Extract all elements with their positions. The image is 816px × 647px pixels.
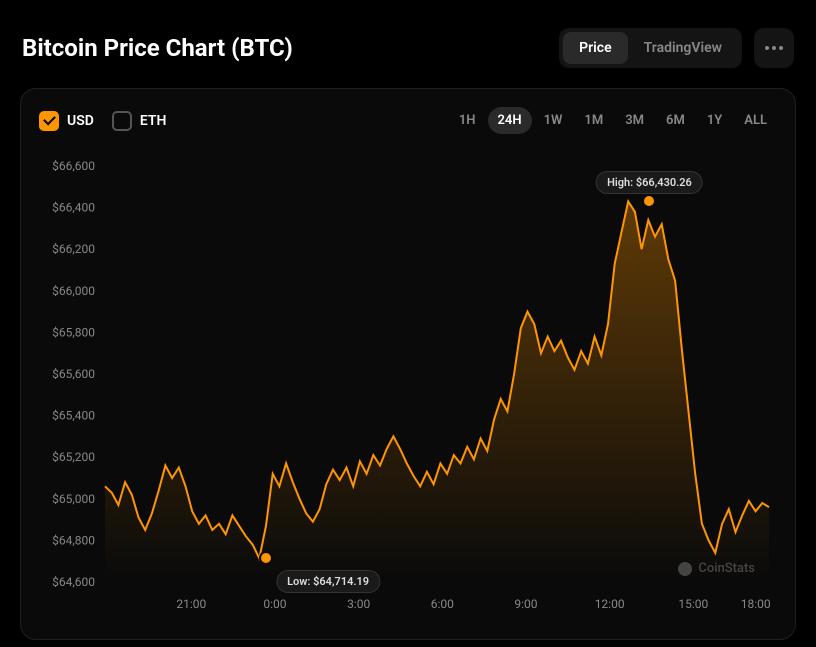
svg-text:$66,200: $66,200 [52,242,95,256]
high-marker-icon [644,196,654,206]
range-24h[interactable]: 24H [488,107,532,134]
tab-price[interactable]: Price [563,32,628,64]
view-tabs: Price TradingView [559,28,742,68]
svg-text:$65,400: $65,400 [52,409,95,423]
svg-text:9:00: 9:00 [514,597,537,611]
range-1w[interactable]: 1W [534,107,573,134]
svg-text:$65,000: $65,000 [52,492,95,506]
coinstats-icon [678,562,692,576]
tab-tradingview[interactable]: TradingView [628,32,738,64]
time-range-group: 1H24H1W1M3M6M1YALL [449,107,777,134]
dots-icon [765,46,769,50]
range-all[interactable]: ALL [734,107,777,134]
watermark: CoinStats [678,561,755,576]
checkbox-icon [39,111,59,131]
page-title: Bitcoin Price Chart (BTC) [22,34,293,62]
svg-text:21:00: 21:00 [176,597,206,611]
high-tooltip: High: $66,430.26 [596,171,703,194]
low-marker-icon [261,553,271,563]
range-3m[interactable]: 3M [615,107,654,134]
svg-text:15:00: 15:00 [678,597,708,611]
more-button[interactable] [754,28,794,68]
svg-text:18:00: 18:00 [741,597,771,611]
svg-text:$65,200: $65,200 [52,450,95,464]
svg-text:6:00: 6:00 [431,597,454,611]
range-1h[interactable]: 1H [449,107,486,134]
currency-usd-checkbox[interactable]: USD [39,111,94,131]
svg-text:$66,000: $66,000 [52,284,95,298]
range-1m[interactable]: 1M [574,107,613,134]
svg-text:$64,800: $64,800 [52,533,95,547]
svg-text:0:00: 0:00 [263,597,286,611]
currency-eth-checkbox[interactable]: ETH [112,111,167,131]
svg-text:$66,600: $66,600 [52,159,95,173]
low-tooltip: Low: $64,714.19 [276,570,380,593]
range-1y[interactable]: 1Y [697,107,732,134]
price-line-chart: $66,600 $66,400 $66,200 $66,000 $65,800 $65,6… [39,148,777,618]
range-6m[interactable]: 6M [656,107,695,134]
chart-card: USD ETH 1H24H1W1M3M6M1YALL $66,600 $66,40… [20,88,796,640]
chart-area[interactable]: $66,600 $66,400 $66,200 $66,000 $65,800 $65,6… [39,148,777,618]
svg-text:$66,400: $66,400 [52,201,95,215]
svg-text:3:00: 3:00 [347,597,370,611]
checkbox-icon [112,111,132,131]
svg-text:12:00: 12:00 [595,597,625,611]
svg-text:$65,600: $65,600 [52,367,95,381]
svg-text:$65,800: $65,800 [52,325,95,339]
svg-text:$64,600: $64,600 [52,575,95,589]
